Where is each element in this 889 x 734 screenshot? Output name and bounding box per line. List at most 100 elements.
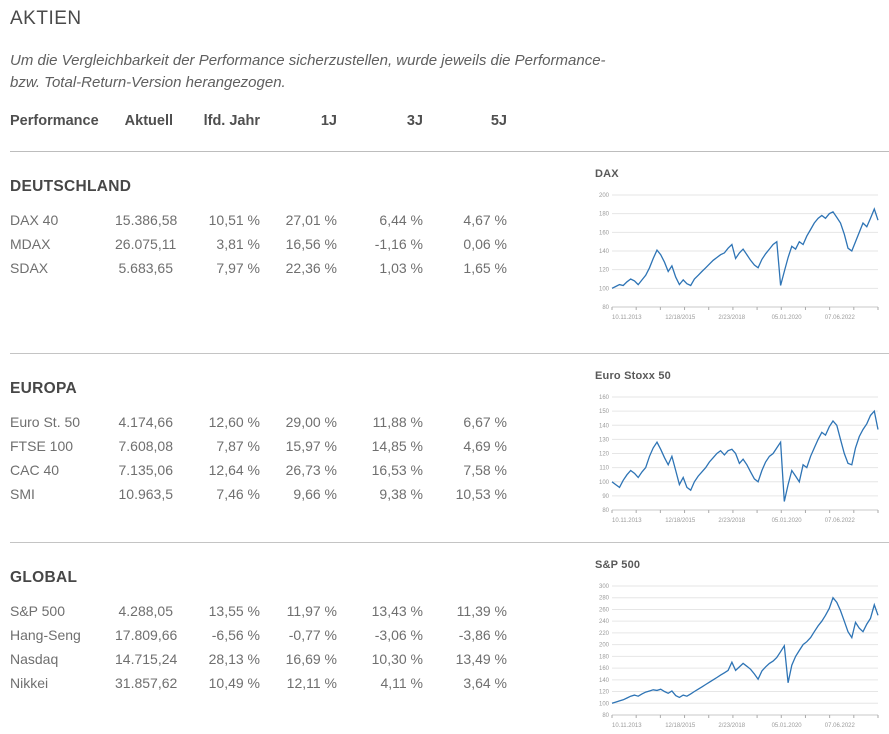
section-rows: DAX 40 15.386,58 10,51 % 27,01 % 6,44 % 4,67 …	[10, 208, 595, 280]
table-row: S&P 500 4.288,05 13,55 % 11,97 % 13,43 % 11,3…	[10, 599, 507, 623]
value-cell: 0,06 %	[463, 236, 507, 252]
table-row: MDAX 26.075,11 3,81 % 16,56 % -1,16 % 0,06 %	[10, 232, 507, 256]
table-row: FTSE 100 7.608,08 7,87 % 15,97 % 14,85 % 4,69…	[10, 434, 507, 458]
value-cell: 26.075,11	[115, 236, 177, 252]
section-heading: GLOBAL	[10, 569, 78, 586]
y-axis-label: 80	[602, 305, 609, 311]
x-axis-label: 05.01.2020	[772, 723, 803, 729]
y-axis-label: 140	[599, 249, 610, 255]
column-header-5: 5J	[490, 113, 507, 129]
x-axis-label: 05.01.2020	[772, 315, 803, 321]
value-cell: 22,36 %	[285, 260, 337, 276]
value-cell: 9,38 %	[379, 486, 423, 502]
x-axis-label: 2/23/2018	[718, 518, 745, 524]
x-axis-label: 10.11.2013	[612, 723, 642, 729]
y-axis-label: 260	[599, 607, 610, 613]
chart-title: Euro Stoxx 50	[595, 370, 671, 382]
value-cell: 11,97 %	[286, 603, 337, 619]
x-axis-label: 2/23/2018	[718, 723, 745, 729]
value-cell: 10,49 %	[208, 675, 260, 691]
value-cell: 7,87 %	[216, 438, 260, 454]
index-name: DAX 40	[10, 212, 59, 228]
index-performance-line	[611, 409, 879, 502]
section-table-deutschland: DEUTSCHLAND DAX 40 15.386,58 10,51 % 27,01 %…	[10, 152, 595, 353]
x-axis-label: 10.11.2013	[612, 315, 642, 321]
value-cell: 1,03 %	[379, 260, 423, 276]
value-cell: 7.608,08	[118, 438, 174, 454]
value-cell: 13,43 %	[371, 603, 423, 619]
table-row: Euro St. 50 4.174,66 12,60 % 29,00 % 11,88 %…	[10, 410, 507, 434]
y-axis-label: 160	[599, 666, 610, 672]
y-axis-label: 200	[599, 643, 610, 649]
value-cell: 11,39 %	[456, 603, 507, 619]
section-table-global: GLOBAL S&P 500 4.288,05 13,55 % 11,97 % 13,43…	[10, 543, 595, 734]
value-cell: 10,53 %	[455, 486, 507, 502]
y-axis-label: 150	[599, 409, 610, 415]
index-name: S&P 500	[10, 603, 66, 619]
value-cell: 7,97 %	[216, 260, 260, 276]
x-axis-label: 12/18/2015	[665, 518, 696, 524]
y-axis-label: 100	[599, 701, 610, 707]
intro-text: Um die Vergleichbarkeit der Performance …	[10, 52, 606, 91]
value-cell: 26,73 %	[285, 462, 337, 478]
index-name: Euro St. 50	[10, 414, 81, 430]
value-cell: 10.963,5	[118, 486, 174, 502]
y-axis-label: 220	[599, 631, 610, 637]
value-cell: 27,01 %	[285, 212, 337, 228]
index-name: MDAX	[10, 236, 51, 252]
table-column-header: Performance Aktuell lfd. Jahr 1J 3J 5J	[10, 113, 507, 129]
y-axis-label: 120	[599, 690, 610, 696]
y-axis-label: 130	[599, 437, 610, 443]
x-axis-label: 12/18/2015	[665, 315, 696, 321]
y-axis-label: 80	[602, 713, 609, 719]
y-axis-label: 300	[599, 584, 610, 590]
y-axis-label: 120	[599, 452, 610, 458]
value-cell: -3,86 %	[458, 627, 507, 643]
value-cell: 17.809,66	[115, 627, 178, 643]
value-cell: -6,56 %	[211, 627, 260, 643]
index-name: Hang-Seng	[10, 627, 81, 643]
value-cell: 12,11 %	[286, 675, 337, 691]
value-cell: -1,16 %	[374, 236, 423, 252]
value-cell: 11,88 %	[372, 414, 423, 430]
section-deutschland: DEUTSCHLAND DAX 40 15.386,58 10,51 % 27,01 %…	[10, 152, 889, 353]
value-cell: 4,11 %	[380, 675, 423, 691]
column-header-2: lfd. Jahr	[203, 113, 260, 129]
value-cell: 29,00 %	[285, 414, 337, 430]
index-name: Nasdaq	[10, 651, 59, 667]
index-performance-line	[611, 207, 879, 289]
column-header-1: Aktuell	[124, 113, 173, 129]
value-cell: 16,53 %	[371, 462, 423, 478]
chart-dax: DAX 200 180 160 140 120 100 80 10.11.2013 12/18/2…	[595, 152, 889, 353]
y-axis-label: 110	[599, 466, 609, 472]
chart-title: S&P 500	[595, 559, 641, 571]
header-divider	[10, 151, 889, 152]
value-cell: 10,30 %	[371, 651, 423, 667]
index-name: CAC 40	[10, 462, 60, 478]
value-cell: 7.135,06	[118, 462, 174, 478]
y-axis-label: 80	[602, 508, 609, 514]
value-cell: 1,65 %	[463, 260, 507, 276]
index-name: Nikkei	[10, 675, 49, 691]
value-cell: 16,69 %	[285, 651, 337, 667]
x-axis-label: 05.01.2020	[772, 518, 803, 524]
value-cell: 6,44 %	[379, 212, 423, 228]
value-cell: 3,81 %	[216, 236, 260, 252]
y-axis-label: 180	[599, 212, 610, 218]
column-header-0: Performance	[10, 113, 99, 129]
table-row: SDAX 5.683,65 7,97 % 22,36 % 1,03 % 1,65 %	[10, 256, 507, 280]
value-cell: 12,64 %	[208, 462, 260, 478]
value-cell: 28,13 %	[208, 651, 260, 667]
section-table-europa: EUROPA Euro St. 50 4.174,66 12,60 % 29,00 % 1…	[10, 354, 595, 542]
value-cell: 4.174,66	[118, 414, 174, 430]
value-cell: 31.857,62	[115, 675, 178, 691]
table-row: DAX 40 15.386,58 10,51 % 27,01 % 6,44 % 4,67 …	[10, 208, 507, 232]
x-axis-label: 2/23/2018	[718, 315, 745, 321]
chart-plot-area: 300 280 260 240 220 200 180 160 140 120 100 8010.11…	[599, 584, 879, 729]
chart-s-p-500: S&P 500 300 280 260 240 220 200 180 160 140 120 100…	[595, 543, 889, 734]
x-axis-label: 07.06.2022	[825, 315, 856, 321]
y-axis-label: 160	[599, 230, 610, 236]
